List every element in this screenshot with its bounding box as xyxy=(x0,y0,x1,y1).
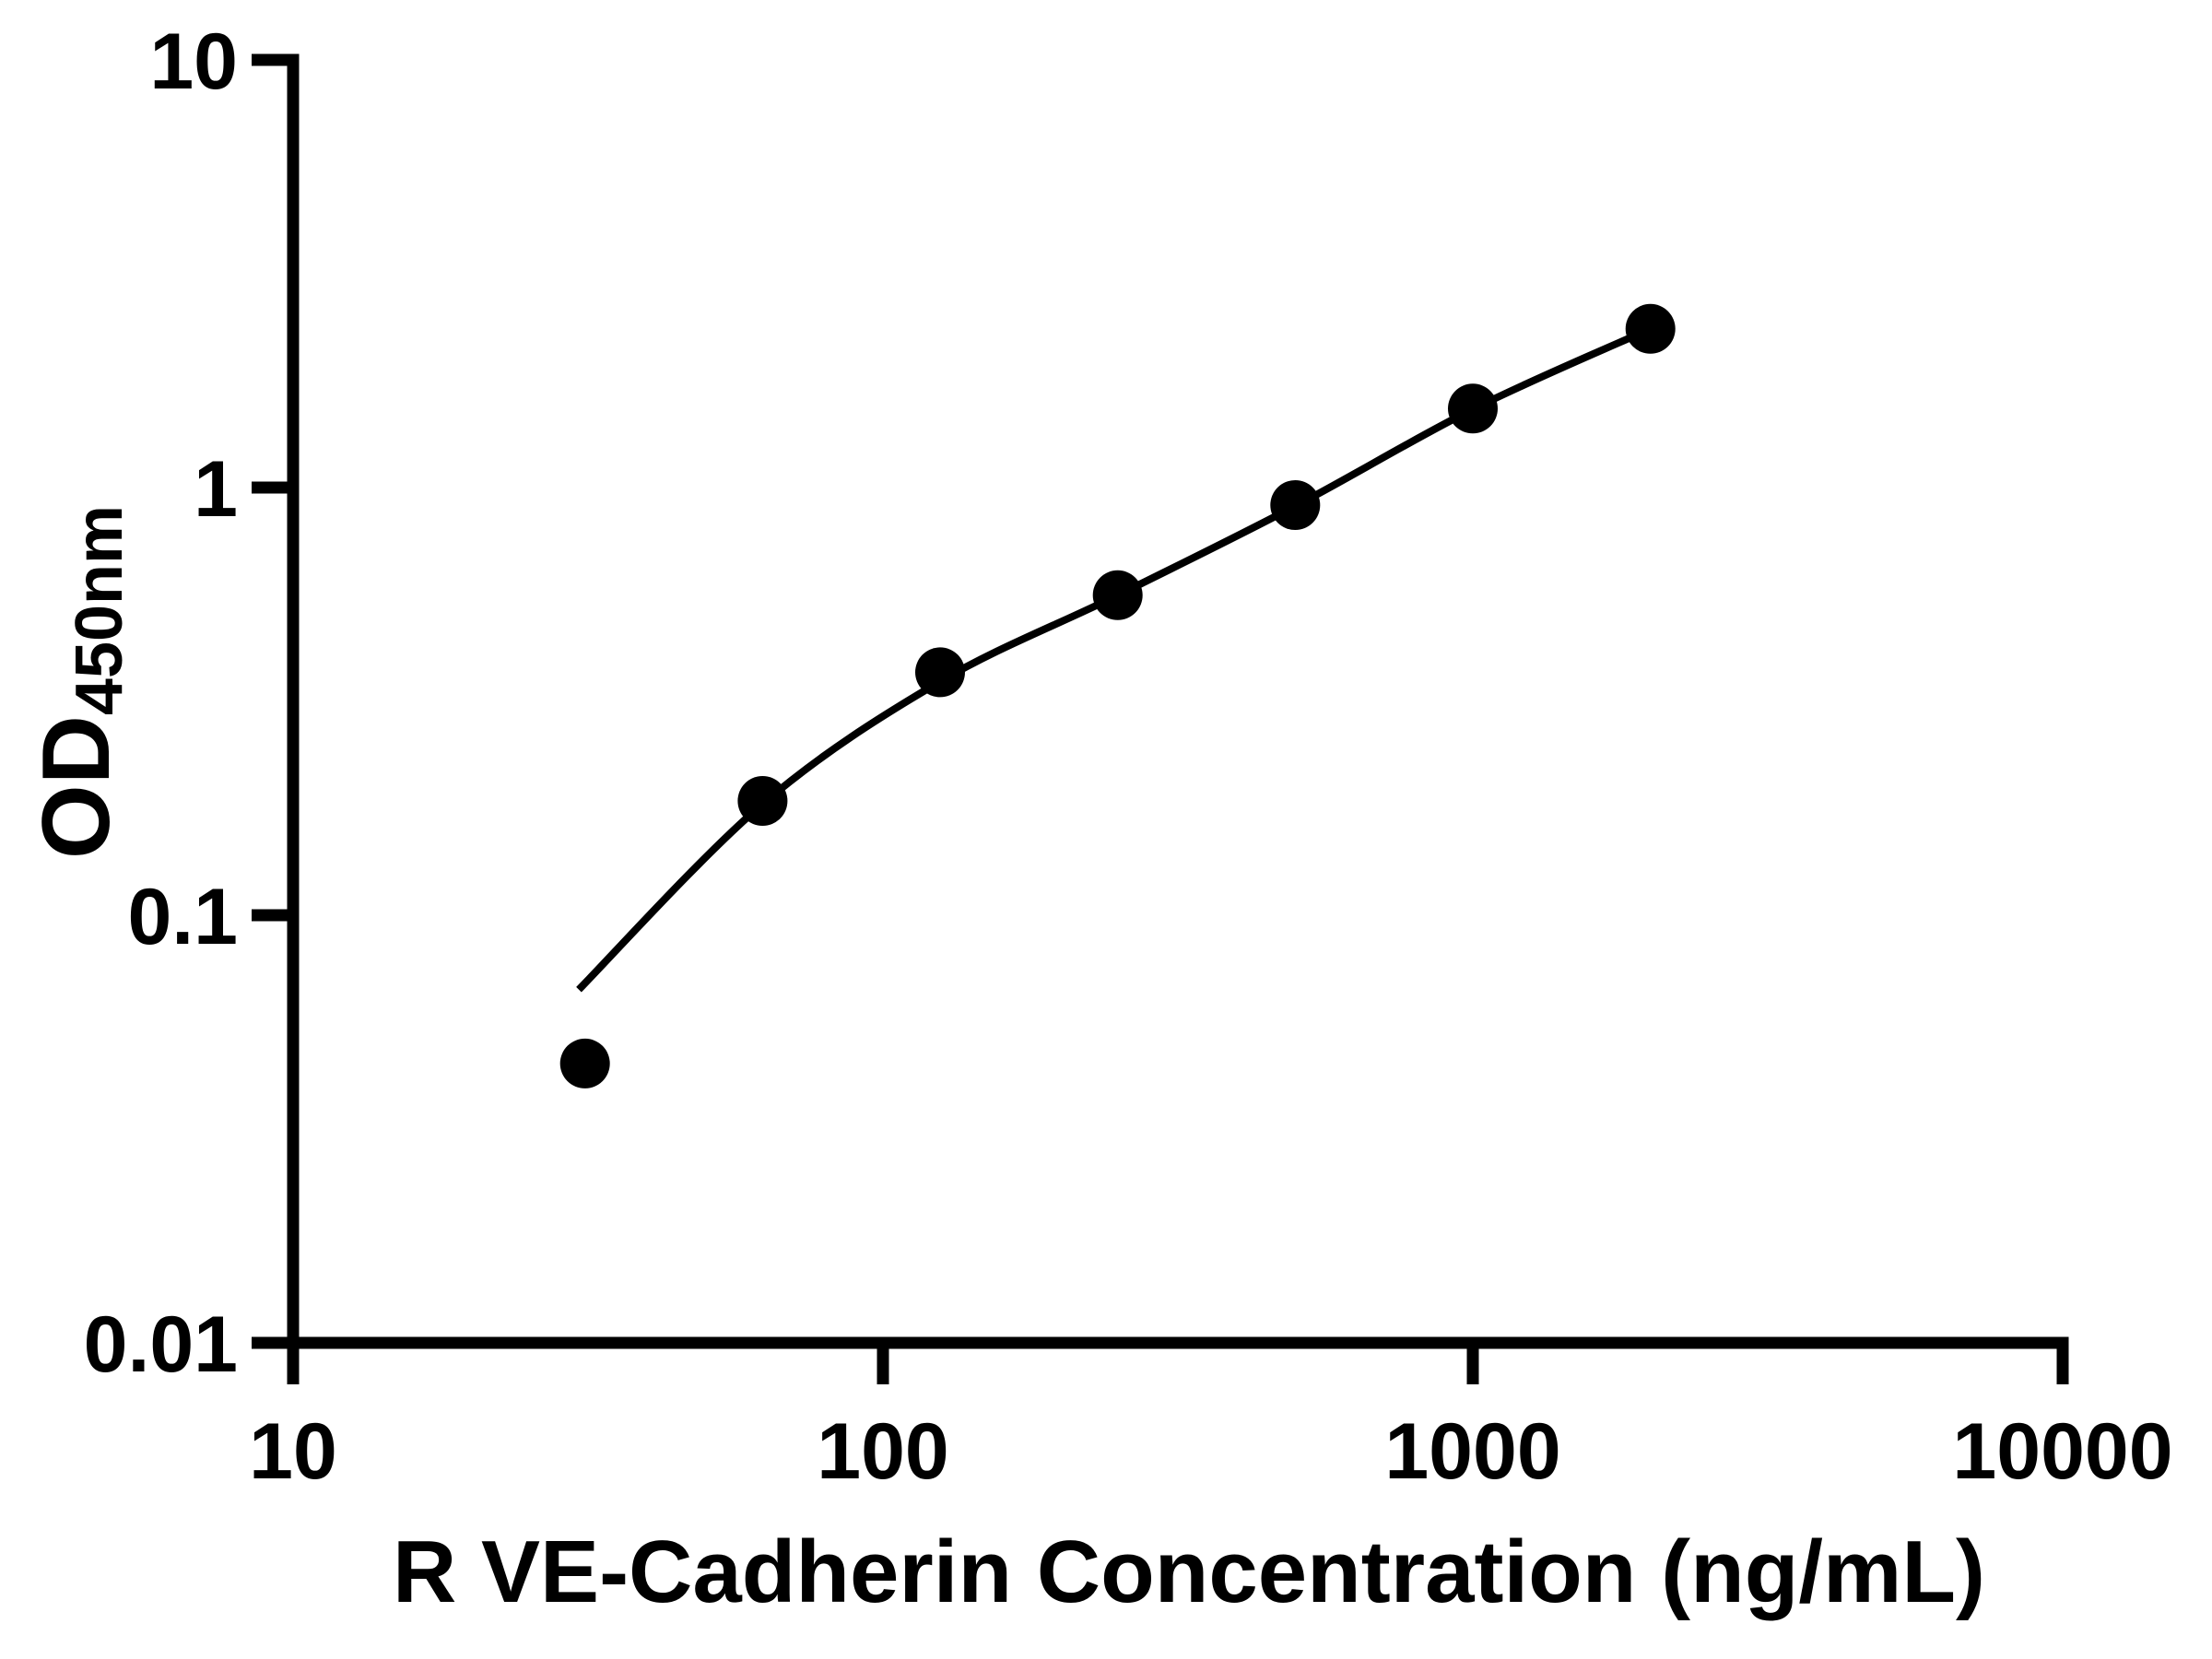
fit-curve-line xyxy=(576,325,1653,993)
x-tick-label: 1000 xyxy=(1384,1407,1560,1496)
x-tick-label: 10 xyxy=(249,1407,337,1496)
data-point-marker xyxy=(1625,303,1676,354)
data-point-marker xyxy=(1448,383,1498,434)
data-point-marker xyxy=(737,776,788,826)
data-point-markers xyxy=(559,303,1676,1088)
data-point-marker xyxy=(1270,480,1321,530)
y-axis-title: OD450nm xyxy=(23,505,136,859)
y-axis-title-sub: 450nm xyxy=(63,505,136,715)
y-tick-label: 0.1 xyxy=(127,873,238,961)
data-point-marker xyxy=(559,1038,610,1088)
y-tick-label: 0.01 xyxy=(84,1300,238,1389)
x-tick-label: 100 xyxy=(817,1407,949,1496)
x-axis-title: R VE-Cadherin Concentration (ng/mL) xyxy=(393,1523,1985,1621)
y-tick-label: 1 xyxy=(194,445,238,534)
y-axis-ticks xyxy=(252,53,293,1349)
x-axis-tick-labels: 10 100 1000 10000 xyxy=(249,1407,2172,1496)
x-tick-label: 10000 xyxy=(1952,1407,2172,1496)
y-axis-tick-labels: 0.01 0.1 1 10 xyxy=(84,18,238,1389)
data-point-marker xyxy=(1092,570,1143,620)
axes xyxy=(287,53,2069,1349)
y-axis-title-main: OD xyxy=(23,715,130,859)
data-point-marker xyxy=(915,647,965,698)
x-axis-ticks xyxy=(287,1343,2069,1384)
y-tick-label: 10 xyxy=(149,18,238,106)
